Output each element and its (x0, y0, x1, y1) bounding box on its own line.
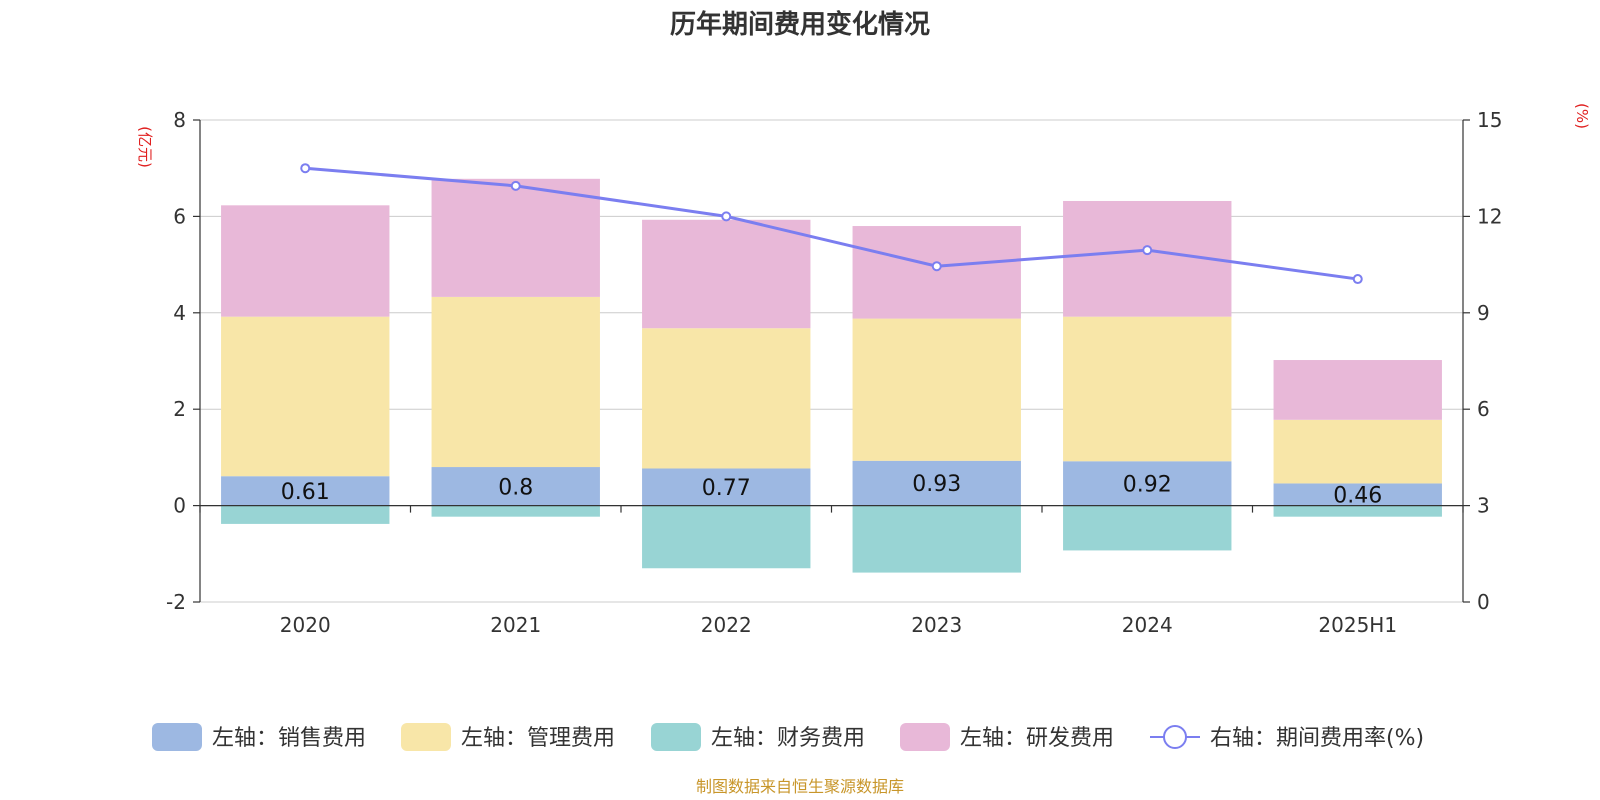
left-tick-label: -2 (166, 590, 186, 614)
bar-segment (1063, 316, 1232, 462)
category-label: 2024 (1122, 613, 1173, 637)
right-tick-label: 12 (1477, 204, 1502, 228)
bar-segment (642, 505, 811, 569)
left-tick-label: 8 (173, 108, 186, 132)
right-tick-label: 3 (1477, 494, 1490, 518)
legend-swatch (900, 723, 950, 751)
bar-segment (1273, 419, 1442, 484)
rate-line-path (305, 166, 1358, 281)
legend-label: 左轴：研发费用 (960, 726, 1114, 751)
right-tick-label: 9 (1477, 301, 1490, 325)
bar-segment (221, 476, 390, 506)
category-label: 2022 (701, 613, 752, 637)
bar-segment (642, 328, 811, 469)
legend-swatch (152, 723, 202, 751)
left-tick-label: 6 (173, 204, 186, 228)
rate-point (300, 163, 311, 174)
legend-swatch (651, 723, 701, 751)
sales-data-label: 0.61 (281, 480, 330, 505)
category-label: 2020 (280, 613, 331, 637)
legend-swatch (401, 723, 451, 751)
right-tick-label: 0 (1477, 590, 1490, 614)
rate-point (721, 211, 732, 222)
bar-segment (852, 460, 1021, 506)
sales-data-label: 0.46 (1333, 484, 1382, 509)
sales-data-label: 0.77 (702, 476, 751, 501)
bar-segment (431, 467, 600, 506)
rate-point (510, 180, 521, 191)
legend-label: 左轴：销售费用 (212, 726, 366, 751)
bars (221, 178, 1442, 573)
bar-segment (852, 318, 1021, 461)
legend: 左轴：销售费用 左轴：管理费用 左轴：财务费用 左轴：研发费用 右轴：期间费用率(%) (152, 723, 1424, 751)
category-label: 2025H1 (1318, 613, 1397, 637)
rate-line (300, 163, 1363, 285)
sales-data-label: 0.93 (912, 472, 961, 497)
left-tick-label: 0 (173, 494, 186, 518)
bar-segment (852, 505, 1021, 573)
right-axis-unit: (%) (1573, 103, 1591, 129)
bar-segment (1273, 505, 1442, 517)
right-tick-label: 6 (1477, 397, 1490, 421)
legend-marker (1163, 725, 1187, 749)
bar-segment (1063, 461, 1232, 506)
left-axis-unit: (亿元) (136, 126, 154, 168)
bar-segment (1273, 483, 1442, 506)
bar-segment (852, 226, 1021, 319)
rate-point (1142, 245, 1153, 256)
bar-segment (642, 468, 811, 506)
rate-point (1352, 274, 1363, 285)
legend-label: 左轴：财务费用 (711, 726, 865, 751)
bar-segment (431, 178, 600, 297)
left-tick-label: 4 (173, 301, 186, 325)
source-note: 制图数据来自恒生聚源数据库 (696, 777, 904, 796)
bar-segment (1273, 360, 1442, 420)
legend-label: 左轴：管理费用 (461, 726, 615, 751)
bar-segment (431, 296, 600, 468)
bar-segment (642, 219, 811, 329)
rate-point (931, 261, 942, 272)
bar-segment (431, 505, 600, 517)
category-label: 2023 (911, 613, 962, 637)
bar-segment (221, 316, 390, 477)
legend-label: 右轴：期间费用率(%) (1210, 726, 1424, 751)
left-tick-label: 2 (173, 397, 186, 421)
sales-data-label: 0.92 (1123, 472, 1172, 497)
axes: -2 0 2 4 6 8 0 3 6 9 12 15 (亿元) (%) 2020 2021 2022 2023 20… (136, 103, 1591, 637)
category-label: 2021 (490, 613, 541, 637)
bar-segment (1063, 505, 1232, 551)
bar-segment (221, 205, 390, 317)
chart-title: 历年期间费用变化情况 (670, 9, 930, 40)
bar-segment (221, 505, 390, 524)
right-tick-label: 15 (1477, 108, 1502, 132)
sales-data-label: 0.8 (498, 475, 533, 500)
data-labels: 0.61 0.8 0.77 0.93 0.92 0.46 (281, 472, 1382, 508)
